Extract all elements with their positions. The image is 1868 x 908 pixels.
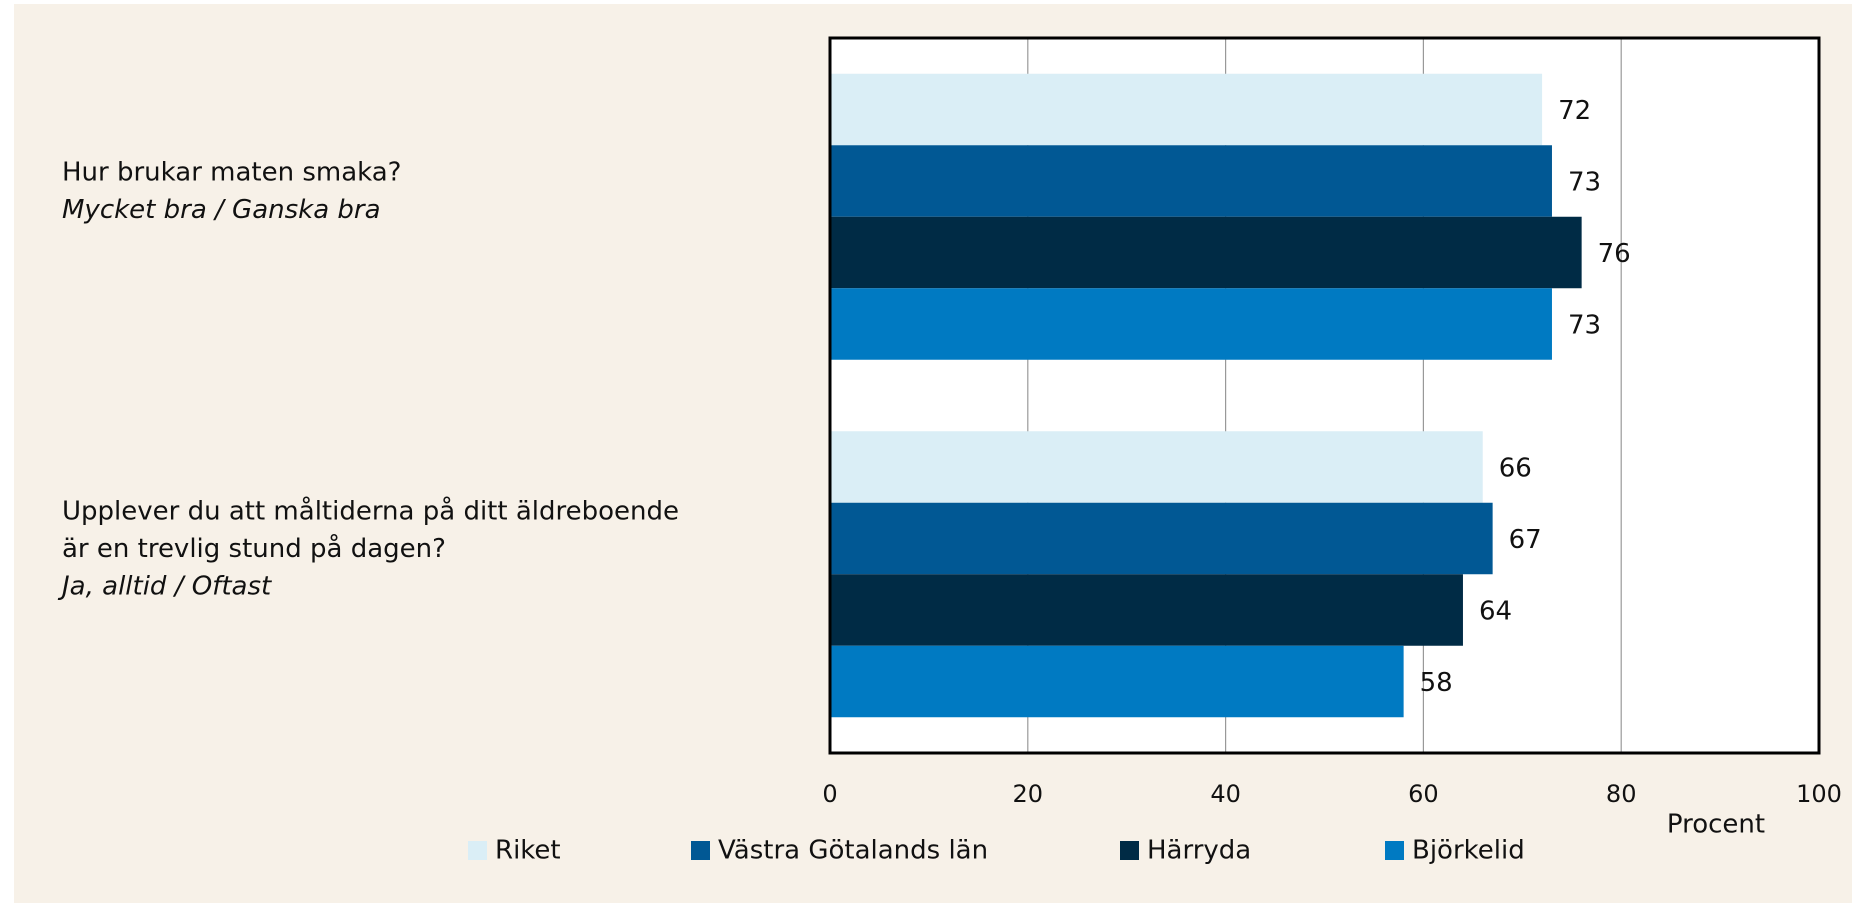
x-axis-label: Procent <box>1667 810 1765 840</box>
bar <box>830 431 1483 503</box>
bar <box>830 73 1543 146</box>
bar <box>830 574 1463 646</box>
category-label: Upplever du att måltiderna på ditt äldre… <box>62 495 679 526</box>
x-tick-label: 60 <box>1408 780 1439 808</box>
value-label: 76 <box>1598 239 1631 269</box>
category-note: Ja, alltid / Oftast <box>57 571 272 601</box>
legend-swatch <box>1385 841 1404 860</box>
bar <box>830 216 1582 289</box>
legend-label: Västra Götalands län <box>718 836 988 866</box>
bar <box>830 645 1404 718</box>
x-tick-label: 80 <box>1606 780 1637 808</box>
x-tick-label: 0 <box>822 780 837 808</box>
value-label: 67 <box>1509 525 1542 555</box>
value-label: 66 <box>1499 454 1532 484</box>
x-tick-label: 20 <box>1013 780 1044 808</box>
category-label: Hur brukar maten smaka? <box>62 158 401 188</box>
x-tick-label: 40 <box>1210 780 1241 808</box>
value-label: 64 <box>1479 597 1512 627</box>
bar <box>830 502 1493 575</box>
legend-swatch <box>691 841 710 860</box>
plot-border <box>828 36 1821 755</box>
x-tick-label: 100 <box>1796 780 1842 808</box>
category-label: är en trevlig stund på dagen? <box>62 533 446 564</box>
bar <box>830 288 1552 360</box>
legend-swatch <box>468 841 487 860</box>
legend-label: Härryda <box>1147 836 1251 866</box>
value-label: 58 <box>1420 668 1453 698</box>
legend-swatch <box>1120 841 1139 860</box>
category-note: Mycket bra / Ganska bra <box>62 195 381 225</box>
value-label: 73 <box>1568 168 1601 198</box>
value-label: 72 <box>1558 96 1591 126</box>
value-label: 73 <box>1568 311 1601 341</box>
bar <box>830 145 1552 217</box>
legend-label: Björkelid <box>1412 836 1525 866</box>
legend-label: Riket <box>495 836 561 866</box>
